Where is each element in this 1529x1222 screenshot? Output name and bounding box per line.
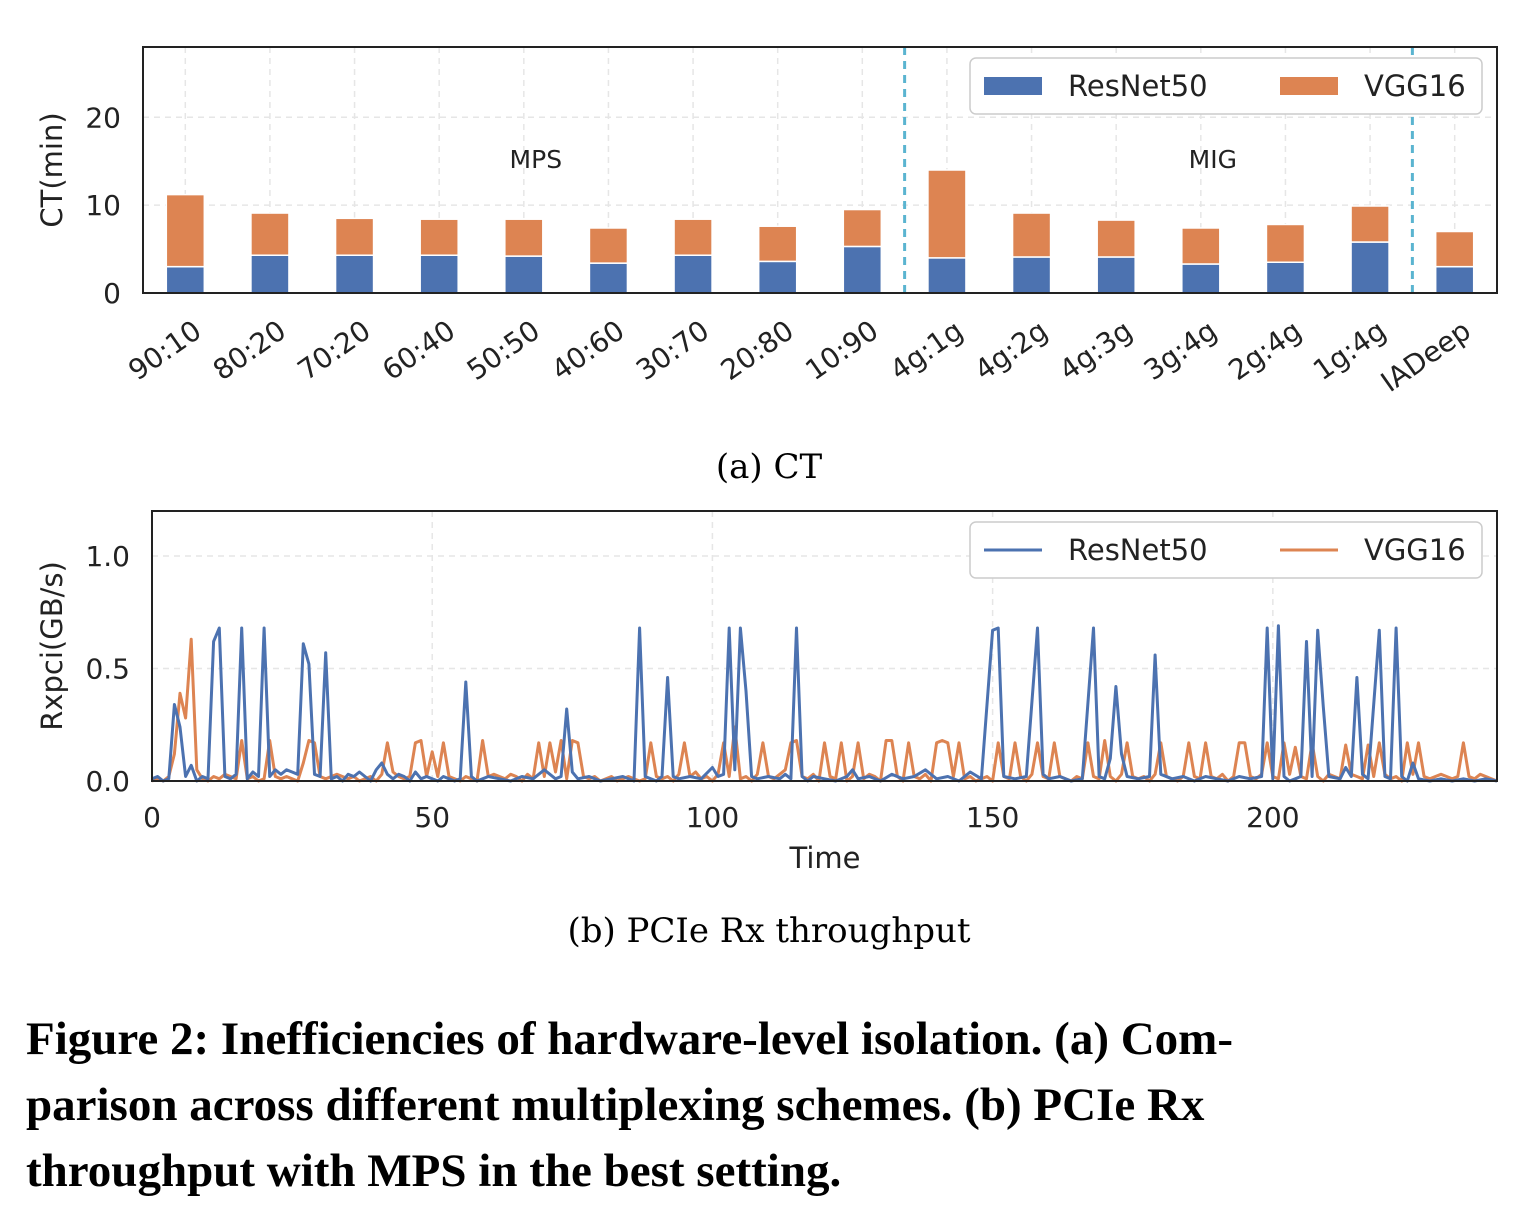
- rx-x-axis-label: Time: [789, 841, 861, 875]
- rx-y-tick-label: 0.5: [85, 653, 130, 686]
- ct-legend-label-resnet50: ResNet50: [1068, 69, 1208, 103]
- rx-line-vgg16: [151, 637, 1498, 783]
- ct-bar-vgg16-20:80: [757, 225, 798, 263]
- ct-bar-resnet50-3g:4g: [1181, 263, 1221, 294]
- ct-bar-vgg16-30:70: [673, 218, 713, 256]
- ct-x-ticks: 90:10 80:20 70:20 60:40 50:50 40:60 30:70 20:80…: [122, 314, 1476, 399]
- ct-bar-vgg16-1g:4g: [1350, 205, 1390, 243]
- ct-x-tick-label: 10:90: [799, 314, 884, 387]
- subcaption-b: (b) PCIe Rx throughput: [567, 911, 970, 951]
- ct-x-tick-label: 4g:1g: [884, 314, 969, 387]
- ct-bar-resnet50-80:20: [250, 254, 290, 294]
- ct-y-tick-label: 10: [85, 189, 121, 222]
- ct-legend-box: [969, 57, 1483, 115]
- rx-y-ticks: 0.0 0.5 1.0: [85, 540, 130, 798]
- ct-bar-resnet50-4g:3g: [1096, 256, 1136, 294]
- ct-bar-vgg16-40:60: [588, 227, 629, 264]
- ct-bar-resnet50-20:80: [757, 260, 798, 294]
- rx-x-tick-label: 0: [143, 801, 161, 834]
- rx-legend-label-resnet50: ResNet50: [1068, 533, 1208, 567]
- ct-annotations: MPS MIG: [510, 145, 1237, 174]
- ct-x-tick-label: 70:20: [292, 314, 377, 387]
- ct-x-tick-label: 90:10: [122, 314, 207, 387]
- ct-bar-vgg16-2g:4g: [1265, 223, 1306, 264]
- ct-x-tick-label: 60:40: [376, 314, 461, 387]
- ct-annotation-mps: MPS: [510, 145, 563, 174]
- ct-annotation-mig: MIG: [1189, 145, 1237, 174]
- rx-plot-frame: [151, 510, 1498, 782]
- ct-bar-vgg16-60:40: [419, 218, 459, 256]
- rx-legend-box: [969, 521, 1483, 579]
- ct-bar-resnet50-4g:2g: [1011, 256, 1052, 294]
- rx-y-axis-label: Rxpci(GB/s): [35, 561, 69, 731]
- ct-x-tick-label: 4g:3g: [1053, 314, 1138, 387]
- ct-y-ticks: 0 10 20: [85, 101, 121, 310]
- ct-y-tick-label: 20: [85, 101, 121, 134]
- ct-y-axis-label: CT(min): [35, 112, 69, 227]
- ct-x-tick-label: 40:60: [545, 314, 630, 387]
- ct-x-tick-label: IADeep: [1375, 314, 1477, 399]
- ct-x-tick-label: 2g:4g: [1222, 314, 1307, 387]
- ct-bar-resnet50-90:10: [165, 265, 206, 294]
- rx-lines: [151, 624, 1498, 783]
- ct-legend-swatch-vgg16: [1280, 77, 1338, 95]
- rx-y-tick-label: 1.0: [85, 540, 130, 573]
- ct-x-tick-label: 50:50: [461, 314, 546, 387]
- ct-bar-resnet50-10:90: [842, 245, 883, 294]
- ct-bar-vgg16-4g:3g: [1096, 219, 1136, 258]
- ct-bar-resnet50-2g:4g: [1265, 261, 1306, 294]
- ct-x-tick-label: 4g:2g: [969, 314, 1054, 387]
- ct-bar-vgg16-70:20: [334, 217, 375, 256]
- caption-line-1: Figure 2: Inefficiencies of hardware-lev…: [26, 1013, 1233, 1065]
- figure-caption: Figure 2: Inefficiencies of hardware-lev…: [26, 1006, 1506, 1204]
- ct-bar-resnet50-IADeep: [1434, 265, 1475, 294]
- ct-bar-resnet50-70:20: [334, 254, 375, 294]
- rx-y-tick-label: 0.0: [85, 765, 130, 798]
- ct-bar-resnet50-40:60: [588, 262, 629, 294]
- ct-bar-vgg16-3g:4g: [1181, 227, 1221, 265]
- ct-bar-resnet50-30:70: [673, 254, 713, 294]
- rx-x-ticks: 0 50 100 150 200: [143, 801, 1299, 834]
- ct-bar-resnet50-4g:1g: [927, 257, 967, 294]
- rx-x-tick-label: 100: [686, 801, 739, 834]
- subcaption-a: (a) CT: [716, 447, 823, 487]
- caption-line-3: throughput with MPS in the best setting.: [26, 1145, 842, 1197]
- ct-x-tick-label: 80:20: [207, 314, 292, 387]
- ct-bar-vgg16-50:50: [504, 218, 544, 257]
- ct-y-tick-label: 0: [103, 277, 121, 310]
- rx-legend-label-vgg16: VGG16: [1364, 533, 1466, 567]
- ct-legend-swatch-resnet50: [984, 77, 1042, 95]
- ct-legend: ResNet50 VGG16: [969, 57, 1483, 115]
- ct-bars: [165, 169, 1475, 294]
- ct-x-tick-label: 30:70: [630, 314, 715, 387]
- caption-line-2: parison across different multiplexing sc…: [26, 1079, 1205, 1131]
- ct-bar-vgg16-80:20: [250, 212, 290, 256]
- ct-bar-resnet50-60:40: [419, 254, 459, 294]
- figure: 0 10 20 90:10 80:20 70:20 60:40 50:50 40:60 30:7…: [35, 46, 1498, 951]
- rx-line-resnet50: [151, 624, 1498, 783]
- rx-legend: ResNet50 VGG16: [969, 521, 1483, 579]
- ct-bar-resnet50-1g:4g: [1350, 241, 1390, 294]
- rx-x-tick-label: 200: [1246, 801, 1299, 834]
- ct-bar-vgg16-IADeep: [1434, 230, 1475, 268]
- ct-x-tick-label: 20:80: [715, 314, 800, 387]
- ct-bar-vgg16-10:90: [842, 208, 883, 248]
- ct-bar-vgg16-90:10: [165, 193, 206, 268]
- chart-ct: 0 10 20 90:10 80:20 70:20 60:40 50:50 40:60 30:7…: [35, 46, 1498, 399]
- ct-bar-vgg16-4g:2g: [1011, 212, 1052, 258]
- rx-x-tick-label: 150: [966, 801, 1019, 834]
- rx-x-tick-label: 50: [414, 801, 450, 834]
- ct-bar-resnet50-50:50: [504, 255, 544, 294]
- ct-legend-label-vgg16: VGG16: [1364, 69, 1466, 103]
- ct-x-tick-label: 3g:4g: [1138, 314, 1223, 387]
- ct-plot-frame: [142, 46, 1498, 294]
- chart-pcie-rx: 0.00.51.0 0 50 100 150 200 Time Rxpci(GB/s) …: [35, 510, 1498, 875]
- ct-bar-vgg16-4g:1g: [927, 169, 967, 259]
